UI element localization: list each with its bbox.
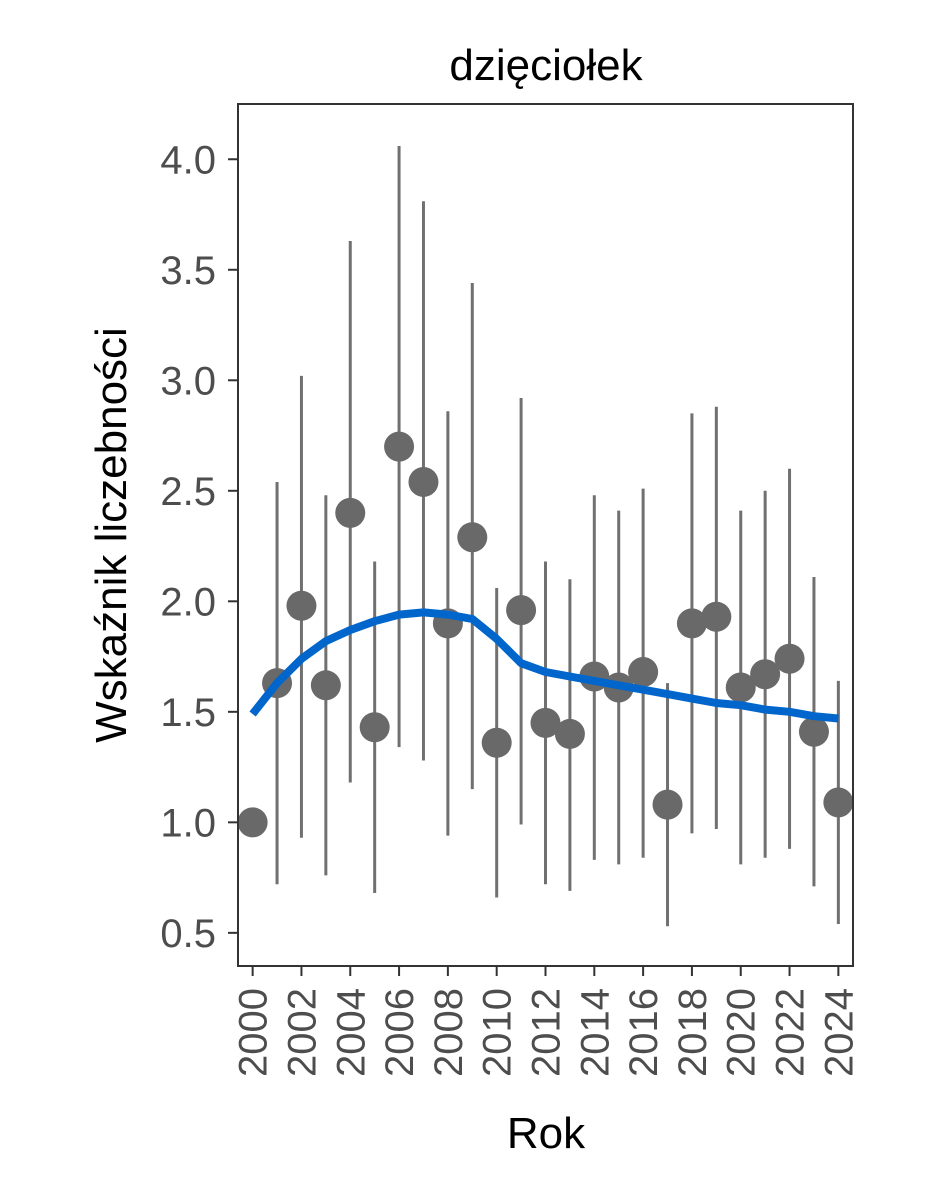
x-tick-label: 2010 xyxy=(476,988,520,1077)
x-tick-label: 2008 xyxy=(427,988,471,1077)
x-tick-label: 2012 xyxy=(525,988,569,1077)
x-axis-title: Rok xyxy=(507,1109,586,1158)
data-point-2013 xyxy=(554,718,585,749)
data-point-2006 xyxy=(384,431,415,462)
data-point-2018 xyxy=(676,608,707,639)
data-point-2010 xyxy=(481,727,512,758)
data-point-2021 xyxy=(750,659,781,690)
error-bars xyxy=(275,145,840,927)
data-point-2023 xyxy=(798,716,829,747)
data-point-2019 xyxy=(701,601,732,632)
x-tick-label: 2024 xyxy=(817,988,861,1077)
y-tick-label: 1.0 xyxy=(160,801,216,845)
x-tick-label: 2014 xyxy=(573,988,617,1077)
y-tick-label: 2.5 xyxy=(160,470,216,514)
y-tick-label: 4.0 xyxy=(160,138,216,182)
data-point-2012 xyxy=(530,707,561,738)
data-point-2004 xyxy=(335,497,366,528)
x-tick-label: 2020 xyxy=(720,988,764,1077)
chart-title: dzięciołek xyxy=(449,41,643,90)
y-axis: 0.5 1.0 1.5 2.0 2.5 3.0 3.5 4.0 xyxy=(160,138,238,956)
y-tick-label: 0.5 xyxy=(160,912,216,956)
x-tick-label: 2002 xyxy=(281,988,325,1077)
data-point-2024 xyxy=(823,787,854,818)
x-tick-label: 2016 xyxy=(622,988,666,1077)
data-point-2007 xyxy=(408,466,439,497)
data-point-2003 xyxy=(310,670,341,701)
data-point-2005 xyxy=(359,712,390,743)
data-point-2022 xyxy=(774,643,805,674)
x-tick-label: 2000 xyxy=(232,988,276,1077)
trend-line xyxy=(249,608,839,723)
y-tick-label: 3.5 xyxy=(160,249,216,293)
data-point-2016 xyxy=(628,657,659,688)
y-tick-label: 1.5 xyxy=(160,691,216,735)
trend-line-group xyxy=(249,608,839,723)
data-point-2002 xyxy=(286,590,317,621)
data-point-2020 xyxy=(725,672,756,703)
x-tick-label: 2006 xyxy=(378,988,422,1077)
x-tick-label: 2004 xyxy=(329,988,373,1077)
data-point-2000 xyxy=(237,807,268,838)
x-axis: 2000 2002 2004 2006 2008 2010 2012 2014 2016 2018… xyxy=(232,966,861,1077)
y-tick-label: 3.0 xyxy=(160,359,216,403)
data-point-2017 xyxy=(652,789,683,820)
y-axis-title: Wskaźnik liczebności xyxy=(87,327,136,743)
data-point-2009 xyxy=(457,522,488,553)
y-tick-label: 2.0 xyxy=(160,580,216,624)
data-point-2011 xyxy=(506,595,537,626)
x-tick-label: 2018 xyxy=(671,988,715,1077)
x-tick-label: 2022 xyxy=(769,988,813,1077)
